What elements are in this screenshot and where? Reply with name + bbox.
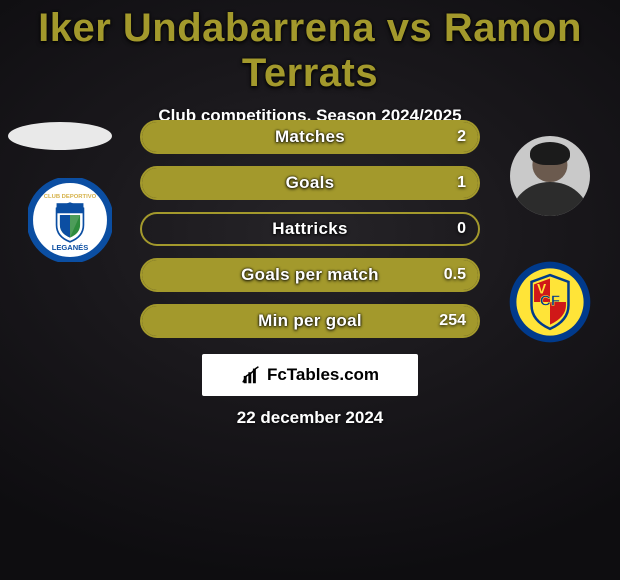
- club-badge-left: CLUB DEPORTIVO LEGANÉS: [28, 178, 112, 262]
- svg-text:CLUB DEPORTIVO: CLUB DEPORTIVO: [44, 194, 97, 200]
- comparison-card: Iker Undabarrena vs Ramon Terrats Club c…: [0, 0, 620, 580]
- stat-value-right: 1: [457, 174, 466, 192]
- bar-chart-icon: [241, 364, 263, 386]
- stat-bar: Min per goal254: [140, 304, 480, 338]
- villarreal-logo-icon: CF V: [508, 260, 592, 344]
- stat-value-right: 2: [457, 128, 466, 146]
- stat-value-right: 0: [457, 220, 466, 238]
- page-title: Iker Undabarrena vs Ramon Terrats: [0, 0, 620, 96]
- stat-value-right: 254: [439, 312, 466, 330]
- stat-value-right: 0.5: [444, 266, 466, 284]
- stat-bar: Matches2: [140, 120, 480, 154]
- stat-label: Hattricks: [142, 219, 478, 239]
- avatar-silhouette: [510, 136, 590, 216]
- stat-label: Goals per match: [142, 265, 478, 285]
- date-label: 22 december 2024: [0, 408, 620, 428]
- club-badge-right: CF V: [508, 260, 592, 344]
- stat-bar: Goals1: [140, 166, 480, 200]
- source-label: FcTables.com: [267, 365, 379, 385]
- stat-label: Goals: [142, 173, 478, 193]
- stat-label: Min per goal: [142, 311, 478, 331]
- stat-bar: Goals per match0.5: [140, 258, 480, 292]
- svg-text:LEGANÉS: LEGANÉS: [52, 243, 88, 252]
- source-badge: FcTables.com: [202, 354, 418, 396]
- player-avatar-left: [8, 122, 112, 150]
- leganes-logo-icon: CLUB DEPORTIVO LEGANÉS: [28, 178, 112, 262]
- stat-bar: Hattricks0: [140, 212, 480, 246]
- stats-column: Matches2Goals1Hattricks0Goals per match0…: [140, 120, 480, 350]
- player-avatar-right: [510, 136, 590, 216]
- svg-text:V: V: [537, 282, 546, 297]
- stat-label: Matches: [142, 127, 478, 147]
